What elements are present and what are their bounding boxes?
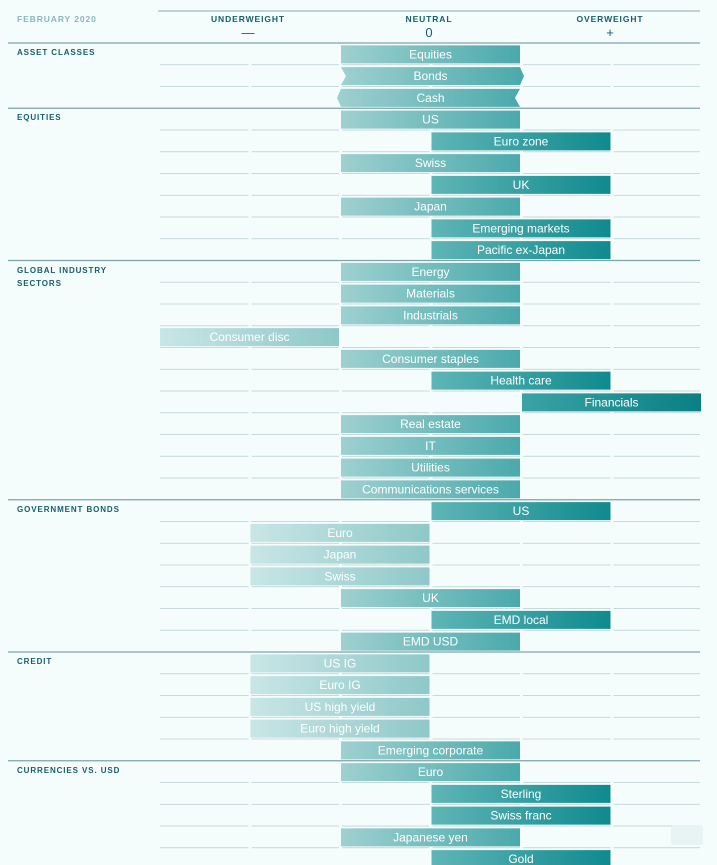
bar (341, 589, 520, 608)
bar-label: Emerging corporate (378, 743, 484, 757)
bar-label: Sterling (501, 787, 542, 801)
bar (431, 610, 611, 629)
bar-label: Bonds (413, 69, 447, 83)
neutral-header: NEUTRAL (405, 14, 453, 24)
bar-label: Utilities (411, 461, 450, 475)
bar (341, 45, 520, 64)
section-label: ASSET CLASSES (17, 48, 96, 57)
bar (250, 654, 430, 673)
bar-label: Swiss franc (490, 809, 551, 823)
bar-label: Gold (508, 852, 533, 865)
bar (250, 545, 430, 564)
bar-label: Consumer staples (382, 352, 479, 366)
bar (431, 241, 611, 260)
bar-label: US high yield (305, 700, 376, 714)
bar-label: UK (422, 591, 439, 605)
section-label: EQUITIES (17, 113, 62, 123)
bar-label: IT (425, 439, 436, 453)
bar-label: Financials (584, 395, 638, 409)
bar (250, 719, 430, 738)
bar (341, 632, 520, 651)
bar-label: US (513, 504, 530, 518)
section-label: CREDIT (17, 657, 53, 666)
bar-label: UK (513, 178, 530, 192)
bar-label: Japan (414, 200, 447, 214)
bar (341, 306, 520, 325)
bar (341, 262, 520, 281)
section-label: CURRENCIES VS. USD (17, 765, 121, 775)
bar-label: Cash (416, 91, 444, 105)
bar-label: Real estate (400, 417, 461, 431)
bar (431, 175, 611, 194)
bar (431, 502, 611, 521)
bar (341, 763, 520, 782)
underweight-symbol: — (241, 25, 255, 40)
bar (341, 828, 520, 847)
bar (160, 328, 339, 347)
bar (250, 567, 430, 586)
bar-label: EMD USD (403, 635, 459, 649)
bar (250, 697, 430, 716)
bar-label: Euro IG (319, 678, 360, 692)
bar-label: Swiss (324, 569, 355, 583)
bar-label: Equities (409, 47, 452, 61)
bar-label: Euro (418, 765, 444, 779)
chart-bars: Equities Bonds Cash US Euro zone Swiss UK Japan… (160, 45, 701, 865)
bar (431, 850, 611, 865)
bar (431, 132, 611, 151)
bar-label: Euro (327, 526, 353, 540)
bar (341, 415, 520, 434)
bar (341, 67, 524, 86)
bar (341, 110, 520, 129)
bar-label: Euro high yield (300, 722, 379, 736)
bar-label: US IG (324, 656, 357, 670)
bar (431, 371, 611, 390)
bar-label: Energy (411, 265, 449, 279)
bar (341, 480, 520, 499)
bar (431, 784, 611, 803)
bar (522, 393, 701, 412)
bar (431, 806, 611, 825)
underweight-header: UNDERWEIGHT (211, 14, 285, 24)
chart-date: FEBRUARY 2020 (17, 14, 97, 24)
bar (341, 349, 520, 368)
overweight-symbol: + (606, 25, 614, 40)
section-label: GOVERNMENT BONDS (17, 504, 120, 514)
bar-label: Japan (324, 548, 357, 562)
bar (431, 219, 611, 238)
bar (341, 197, 520, 216)
bar-label: Materials (406, 287, 455, 301)
bar-label: Health care (490, 374, 552, 388)
bar (341, 284, 520, 303)
bar (341, 458, 520, 477)
bar-label: EMD local (494, 613, 549, 627)
bar-label: Pacific ex-Japan (477, 243, 565, 257)
neutral-symbol: 0 (425, 25, 433, 40)
bar-label: Industrials (403, 308, 458, 322)
bar-label: Consumer disc (209, 330, 289, 344)
chart-grid (8, 10, 700, 849)
bar (341, 741, 520, 760)
bar-label: US (422, 113, 439, 127)
bar-label: Euro zone (494, 134, 549, 148)
bar (250, 523, 430, 542)
bar-label: Communications services (362, 482, 499, 496)
overweight-header: OVERWEIGHT (576, 14, 644, 24)
bar-label: Japanese yen (393, 830, 468, 844)
bar (341, 154, 520, 173)
bar (341, 436, 520, 455)
bar (337, 88, 520, 107)
section-label: GLOBAL INDUSTRY SECTORS (17, 265, 107, 288)
bar (250, 676, 430, 695)
bar-label: Emerging markets (472, 221, 569, 235)
corner-badge (671, 825, 703, 845)
bar-label: Swiss (415, 156, 446, 170)
